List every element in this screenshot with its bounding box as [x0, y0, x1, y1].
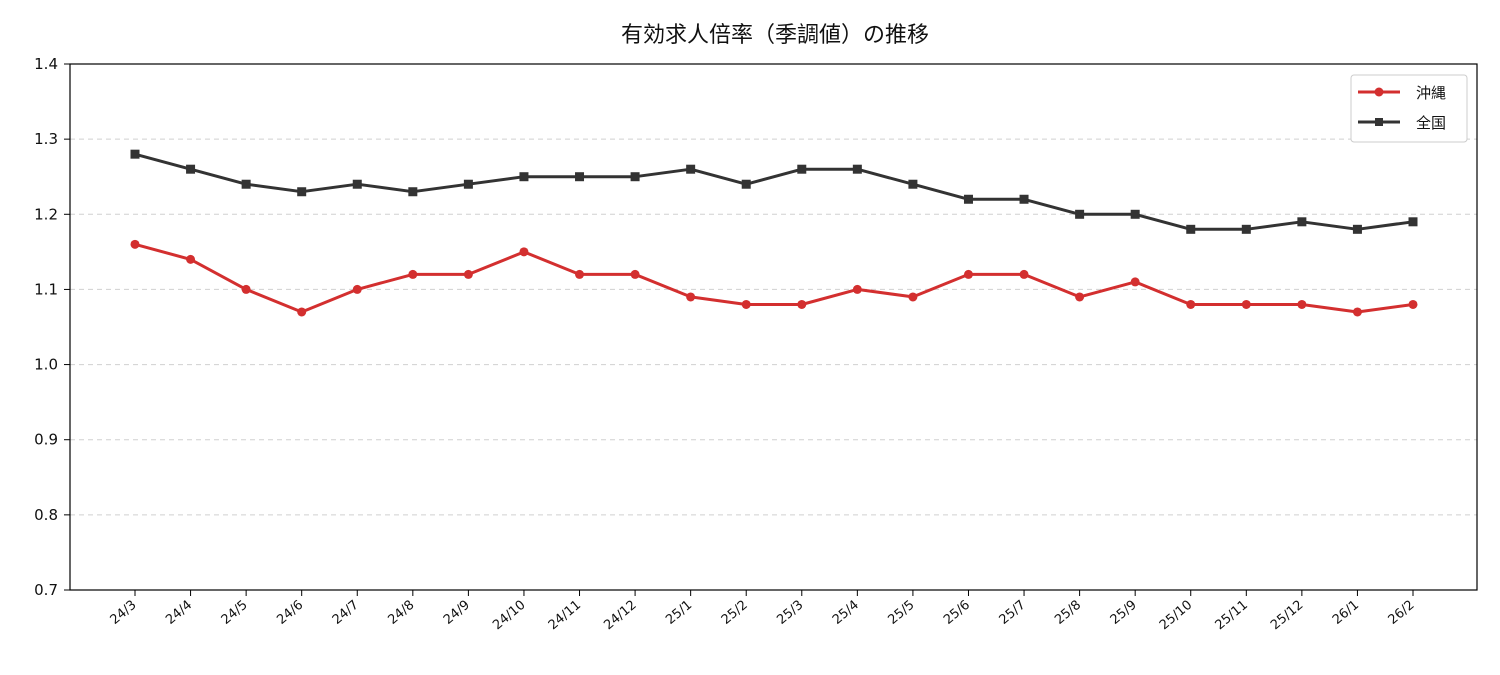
- data-point-1: [1186, 224, 1196, 234]
- y-tick-label: 1.1: [34, 280, 58, 298]
- x-tick-label: 25/2: [719, 598, 751, 628]
- data-point-0: [408, 269, 418, 279]
- data-point-1: [186, 164, 196, 174]
- x-tick-label: 26/2: [1386, 598, 1418, 628]
- x-tick-label: 25/12: [1268, 598, 1306, 634]
- data-point-1: [352, 179, 362, 189]
- data-point-1: [1075, 209, 1085, 219]
- data-point-0: [852, 284, 862, 294]
- legend-box: [1350, 74, 1468, 143]
- x-tick-label: 24/11: [546, 598, 584, 634]
- y-tick-label: 1.3: [34, 130, 58, 148]
- x-tick-label: 25/8: [1052, 598, 1084, 628]
- x-tick-label: 25/4: [830, 598, 862, 628]
- x-tick-label: 25/6: [941, 598, 973, 628]
- data-point-1: [408, 187, 418, 197]
- x-tick-label: 25/10: [1157, 598, 1195, 634]
- data-point-1: [1241, 224, 1251, 234]
- legend-marker-national: [1375, 118, 1383, 126]
- series-line-1: [134, 152, 1414, 231]
- x-tick-label: 25/1: [663, 598, 695, 628]
- legend-label-okinawa: 沖縄: [1416, 84, 1446, 102]
- y-tick-label: 0.9: [34, 431, 58, 449]
- data-point-0: [1019, 269, 1029, 279]
- x-tick-label: 25/7: [997, 598, 1029, 628]
- data-point-1: [241, 179, 251, 189]
- data-point-0: [1075, 292, 1085, 302]
- axes: 0.7 0.8 0.9 1.0 1.1 1.2 1.3 1.4 24/3 24/4 24/5 24/6…: [34, 55, 1417, 633]
- x-tick-label: 24/6: [274, 598, 306, 628]
- x-tick-label: 24/12: [601, 598, 639, 634]
- legend-label-national: 全国: [1416, 114, 1446, 132]
- data-point-0: [1352, 307, 1362, 317]
- x-tick-label: 24/8: [385, 598, 417, 628]
- chart-title: 有効求人倍率（季調値）の推移: [621, 23, 929, 48]
- data-point-1: [130, 149, 140, 159]
- data-point-0: [352, 284, 362, 294]
- data-point-0: [686, 292, 696, 302]
- x-tick-label: 24/10: [490, 598, 528, 634]
- y-tick-label: 0.7: [34, 581, 58, 599]
- data-point-0: [463, 269, 473, 279]
- plot-area-frame: [69, 63, 1478, 591]
- legend: 沖縄 全国: [1350, 74, 1468, 143]
- y-tick-label: 0.8: [34, 506, 58, 524]
- data-point-1: [575, 172, 585, 182]
- x-tick-label: 25/9: [1108, 598, 1140, 628]
- data-point-0: [630, 269, 640, 279]
- x-tick-label: 25/11: [1213, 598, 1251, 634]
- x-tick-label: 25/3: [774, 598, 806, 628]
- x-tick-label: 26/1: [1330, 598, 1362, 628]
- x-tick-label: 24/9: [441, 598, 473, 628]
- data-point-0: [1186, 299, 1196, 309]
- y-tick-label: 1.4: [34, 55, 58, 73]
- y-tick-label: 1.2: [34, 205, 58, 223]
- series-lines: [130, 149, 1418, 317]
- x-tick-label: 24/3: [108, 598, 140, 628]
- x-tick-label: 25/5: [885, 598, 917, 628]
- data-point-0: [130, 239, 140, 249]
- x-tick-label: 24/7: [330, 598, 362, 628]
- data-point-1: [1297, 217, 1307, 227]
- data-point-0: [963, 269, 973, 279]
- data-point-0: [297, 307, 307, 317]
- data-point-1: [297, 187, 307, 197]
- data-point-1: [797, 164, 807, 174]
- data-point-0: [908, 292, 918, 302]
- series-line-0: [134, 242, 1414, 314]
- data-point-1: [519, 172, 529, 182]
- x-tick-label: 24/5: [219, 598, 251, 628]
- data-point-1: [1019, 194, 1029, 204]
- data-point-1: [908, 179, 918, 189]
- data-point-0: [1408, 299, 1418, 309]
- data-point-1: [852, 164, 862, 174]
- data-point-1: [1408, 217, 1418, 227]
- data-point-0: [1241, 299, 1251, 309]
- data-point-0: [797, 299, 807, 309]
- data-point-1: [741, 179, 751, 189]
- data-point-1: [630, 172, 640, 182]
- data-point-1: [963, 194, 973, 204]
- data-point-0: [519, 247, 529, 257]
- data-point-0: [186, 254, 196, 264]
- data-point-0: [1130, 277, 1140, 287]
- x-tick-label: 24/4: [163, 598, 195, 628]
- data-point-0: [741, 299, 751, 309]
- data-point-1: [1130, 209, 1140, 219]
- data-point-0: [241, 284, 251, 294]
- data-point-1: [1352, 224, 1362, 234]
- data-point-0: [575, 269, 585, 279]
- data-point-1: [686, 164, 696, 174]
- data-point-1: [463, 179, 473, 189]
- legend-marker-okinawa: [1374, 87, 1384, 97]
- data-point-0: [1297, 299, 1307, 309]
- grid-lines: [70, 138, 1477, 516]
- y-tick-label: 1.0: [34, 356, 58, 374]
